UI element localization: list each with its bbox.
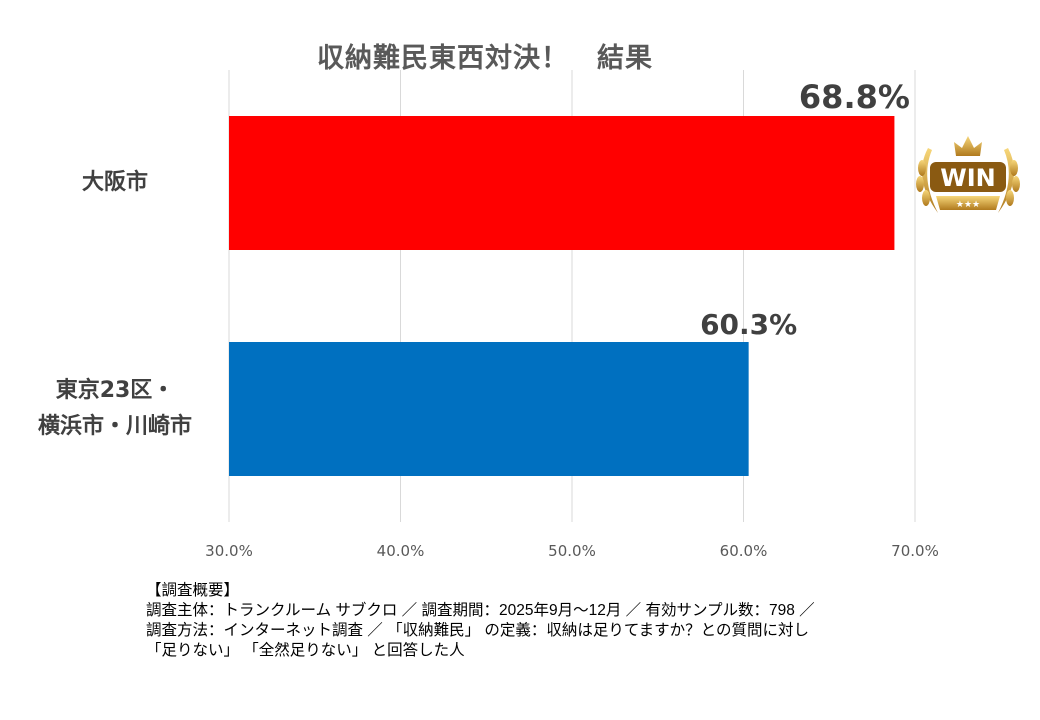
notes-line: 「足りない」 「全然足りない」 と回答した人 <box>146 642 465 659</box>
x-tick-label: 60.0% <box>720 542 768 560</box>
x-tick-label: 50.0% <box>548 542 596 560</box>
category-label-osaka: 大阪市 <box>40 165 190 201</box>
data-label: 60.3% <box>700 308 797 341</box>
x-tick-label: 30.0% <box>205 542 253 560</box>
win-badge-icon: WIN ★★★ <box>916 136 1020 213</box>
bar <box>229 116 895 250</box>
win-text: WIN <box>940 164 996 192</box>
x-tick-label: 70.0% <box>891 542 939 560</box>
bar <box>229 342 749 476</box>
notes-heading: 【調査概要】 <box>146 582 240 599</box>
data-label: 68.8% <box>799 78 910 116</box>
chart-title: 収納難民東西対決！ 結果 <box>317 43 653 74</box>
category-label-line: 大阪市 <box>81 170 148 195</box>
category-label-line: 東京23区・ <box>55 378 175 403</box>
svg-text:★★★: ★★★ <box>956 200 980 210</box>
category-label-tokyo: 東京23区・ 横浜市・川崎市 <box>10 373 220 445</box>
notes-line: 調査方法：インターネット調査 ／ 「収納難民」 の定義：収納は足りてますか？との… <box>146 622 809 639</box>
survey-notes: 【調査概要】 調査主体：トランクルーム サブクロ ／ 調査期間：2025年9月～… <box>146 581 815 661</box>
bar-chart: 30.0% 40.0% 50.0% 60.0% 70.0% 68.8% 60.3% <box>205 70 939 560</box>
category-label-line: 横浜市・川崎市 <box>37 414 192 439</box>
x-tick-label: 40.0% <box>377 542 425 560</box>
notes-line: 調査主体：トランクルーム サブクロ ／ 調査期間：2025年9月～12月 ／ 有… <box>146 602 815 619</box>
